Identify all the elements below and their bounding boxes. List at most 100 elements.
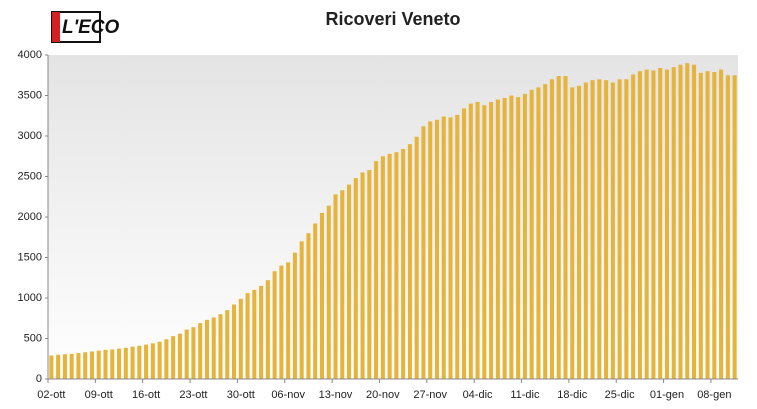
x-tick-label: 04-dic — [463, 389, 493, 401]
y-tick-label: 500 — [24, 332, 42, 344]
plot-area — [48, 55, 738, 379]
bar — [69, 353, 74, 379]
bar — [177, 333, 182, 379]
bar — [651, 70, 656, 379]
bar — [238, 298, 243, 379]
y-tick-label: 1500 — [18, 251, 42, 263]
x-tick-label: 06-nov — [271, 389, 305, 401]
x-tick-label: 18-dic — [557, 389, 587, 401]
bar — [171, 336, 176, 379]
bar — [56, 354, 61, 379]
bar — [62, 354, 67, 379]
bar — [157, 341, 162, 379]
bar — [475, 101, 480, 379]
bar — [685, 63, 690, 379]
bar — [387, 153, 392, 379]
bar — [543, 84, 548, 379]
bar — [482, 105, 487, 379]
x-tick-label: 16-ott — [132, 389, 160, 401]
bar — [604, 80, 609, 380]
bar — [218, 314, 223, 379]
bar — [394, 152, 399, 379]
bar — [286, 262, 291, 379]
bar — [374, 161, 379, 379]
bar — [698, 72, 703, 379]
bar — [637, 71, 642, 379]
logo: L'ECO — [62, 17, 120, 38]
bar — [556, 76, 561, 379]
logo-accent — [52, 12, 60, 42]
x-tick-label: 25-dic — [605, 389, 635, 401]
bar — [204, 319, 209, 379]
bar — [462, 108, 467, 380]
bar — [455, 114, 460, 379]
bar — [272, 271, 277, 379]
bar — [495, 99, 500, 380]
bar — [407, 144, 412, 379]
y-tick-label: 2000 — [18, 211, 42, 223]
bar — [306, 233, 311, 379]
bar — [421, 126, 426, 379]
bar — [570, 87, 575, 380]
bar — [664, 69, 669, 379]
y-tick-label: 3500 — [18, 89, 42, 101]
bar — [150, 343, 155, 379]
bar — [279, 265, 284, 379]
bar — [658, 67, 663, 380]
bar — [144, 344, 149, 379]
bar — [705, 71, 710, 379]
bar — [367, 170, 372, 379]
x-tick-label: 30-ott — [227, 389, 255, 401]
bar — [89, 351, 94, 379]
bar — [678, 64, 683, 379]
bar — [441, 116, 446, 379]
bar — [529, 89, 534, 379]
bar — [225, 310, 230, 379]
bar — [103, 349, 108, 379]
y-tick-label: 4000 — [18, 49, 42, 61]
bar — [414, 136, 419, 379]
bar — [725, 75, 730, 379]
bar — [76, 353, 81, 379]
bar — [326, 205, 331, 379]
x-tick-label: 01-gen — [650, 389, 684, 401]
bar — [617, 79, 622, 380]
bar — [509, 95, 514, 379]
bar — [631, 74, 636, 379]
bar — [583, 82, 588, 379]
bar — [380, 156, 385, 379]
bar — [245, 293, 250, 379]
bar — [164, 339, 169, 379]
bar — [191, 327, 196, 379]
bar — [292, 252, 297, 379]
bar — [671, 67, 676, 380]
bar — [123, 347, 128, 379]
x-tick-label: 20-nov — [366, 389, 400, 401]
bar — [83, 352, 88, 379]
bar — [353, 178, 358, 379]
bar — [712, 72, 717, 379]
bar — [184, 329, 189, 379]
y-tick-label: 1000 — [18, 292, 42, 304]
chart-title: Ricoveri Veneto — [325, 9, 460, 29]
y-tick-label: 2500 — [18, 170, 42, 182]
x-tick-label: 13-nov — [319, 389, 353, 401]
y-tick-label: 0 — [36, 373, 42, 385]
bar — [434, 119, 439, 380]
bar — [468, 103, 473, 379]
bar — [319, 212, 324, 379]
bar — [265, 280, 270, 379]
bar — [549, 79, 554, 380]
bar — [313, 223, 318, 379]
bar — [692, 64, 697, 379]
bar — [610, 82, 615, 379]
bar — [232, 304, 237, 379]
bar — [428, 121, 433, 380]
bar — [49, 355, 54, 379]
bar — [347, 184, 352, 379]
bar — [577, 85, 582, 379]
bar — [536, 87, 541, 380]
bar — [360, 172, 365, 379]
bar — [137, 345, 142, 379]
